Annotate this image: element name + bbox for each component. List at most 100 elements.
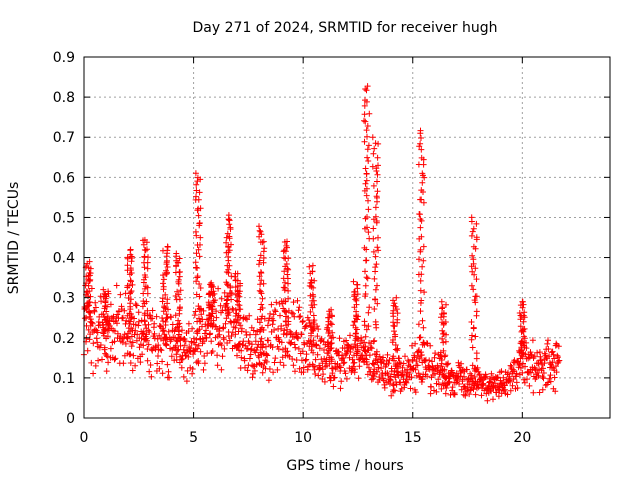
data-point: [117, 291, 124, 298]
data-point: [222, 307, 229, 314]
data-point: [104, 315, 111, 322]
data-point: [336, 335, 343, 342]
data-point: [285, 287, 292, 294]
data-point: [321, 347, 327, 353]
data-point: [372, 286, 379, 293]
data-point: [193, 278, 200, 285]
data-point: [365, 206, 372, 213]
data-point: [509, 382, 516, 389]
data-point: [223, 249, 230, 256]
data-point: [128, 267, 134, 273]
data-point: [218, 342, 225, 349]
data-point: [132, 327, 139, 334]
data-point: [468, 282, 475, 289]
data-point: [521, 309, 528, 316]
data-point: [164, 314, 171, 321]
data-point: [523, 339, 530, 346]
data-point: [223, 234, 230, 241]
data-point: [409, 342, 415, 349]
data-point: [361, 102, 368, 109]
data-point: [416, 256, 422, 263]
data-point: [283, 309, 290, 316]
data-point: [285, 280, 291, 287]
data-point: [295, 335, 302, 342]
data-point: [487, 388, 494, 395]
data-point: [197, 205, 204, 212]
data-point: [128, 325, 135, 332]
data-point: [196, 189, 203, 196]
data-point: [496, 387, 503, 394]
data-point: [462, 388, 469, 395]
data-point: [100, 311, 107, 318]
data-point: [197, 348, 204, 355]
data-point: [280, 284, 287, 291]
data-point: [309, 268, 316, 275]
data-point: [172, 293, 179, 299]
data-point: [232, 270, 239, 277]
data-point: [468, 319, 475, 325]
data-point: [362, 97, 368, 104]
data-point: [161, 304, 168, 311]
data-point: [373, 193, 380, 200]
data-point: [459, 378, 466, 385]
data-point: [507, 378, 514, 385]
data-point: [472, 391, 479, 398]
data-point: [471, 297, 478, 304]
data-point: [164, 296, 171, 303]
data-point: [112, 355, 119, 362]
data-point: [258, 335, 265, 342]
data-point: [546, 375, 553, 382]
data-point: [127, 360, 134, 366]
data-point: [316, 345, 323, 352]
data-point: [288, 309, 295, 316]
data-point: [210, 317, 217, 324]
data-point: [363, 192, 370, 199]
data-point: [519, 298, 526, 305]
y-tick-label: 0.8: [53, 90, 75, 106]
data-point: [184, 347, 190, 354]
data-point: [361, 339, 368, 346]
data-point: [549, 348, 556, 355]
data-point: [556, 357, 563, 364]
data-point: [319, 360, 326, 367]
data-point: [114, 320, 120, 327]
data-point: [177, 342, 184, 349]
data-point: [134, 331, 141, 338]
data-point: [471, 271, 478, 278]
data-point: [91, 308, 98, 315]
data-point: [469, 344, 476, 351]
data-point: [400, 360, 407, 367]
data-point: [289, 356, 296, 362]
data-point: [421, 358, 428, 364]
data-point: [88, 285, 95, 292]
y-tick-label: 0.9: [53, 50, 75, 66]
data-point: [470, 386, 477, 393]
data-point: [449, 384, 456, 391]
data-point: [469, 332, 475, 339]
data-point: [466, 391, 473, 398]
data-point: [130, 352, 137, 359]
data-point: [378, 365, 385, 372]
chart-title: Day 271 of 2024, SRMTID for receiver hug…: [193, 20, 498, 36]
data-point: [392, 303, 399, 310]
data-point: [362, 282, 369, 289]
data-point: [266, 366, 273, 372]
data-point: [277, 312, 283, 319]
data-point: [418, 187, 425, 194]
data-point: [133, 302, 140, 309]
data-point: [221, 289, 228, 296]
data-point: [269, 321, 276, 328]
data-point: [246, 312, 253, 319]
data-point: [517, 312, 524, 319]
data-point: [144, 259, 151, 266]
data-point: [534, 349, 541, 356]
data-point: [415, 321, 422, 328]
data-point: [520, 333, 527, 340]
data-point: [173, 263, 180, 270]
data-point: [194, 330, 201, 337]
data-point: [391, 357, 397, 364]
data-point: [376, 376, 383, 383]
data-point: [356, 363, 363, 370]
data-point: [284, 244, 290, 251]
data-point: [441, 330, 447, 337]
